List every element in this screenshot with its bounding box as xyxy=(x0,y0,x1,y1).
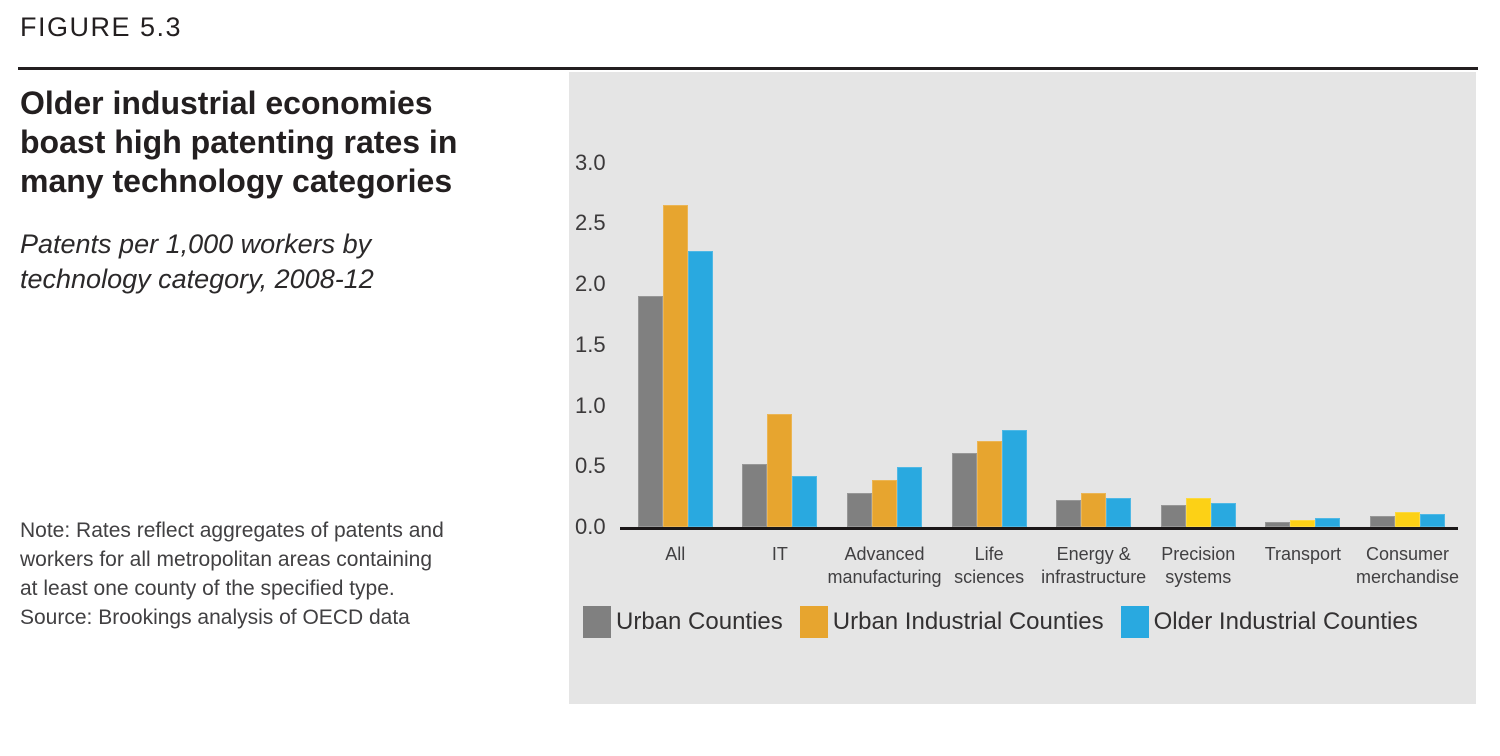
chart-bar xyxy=(742,464,768,527)
chart-bar xyxy=(897,467,922,527)
category-label: Consumer merchandise xyxy=(1355,544,1460,587)
chart-bar xyxy=(1106,498,1132,527)
chart-bar xyxy=(1160,505,1186,527)
chart-bar xyxy=(792,476,818,527)
legend-swatch xyxy=(583,606,611,638)
chart-bar xyxy=(1290,520,1316,527)
y-axis-tick-label: 1.0 xyxy=(575,392,606,418)
chart-bar xyxy=(1210,503,1236,527)
y-axis-tick-label: 2.5 xyxy=(575,210,606,236)
legend-item: Urban Counties xyxy=(583,606,783,638)
figure-note-and-source: Note: Rates reflect aggregates of patent… xyxy=(20,519,444,629)
legend-swatch xyxy=(799,606,828,638)
category-label: Precision systems xyxy=(1161,544,1236,587)
legend-label: Urban Counties xyxy=(616,608,783,635)
category-label: Energy & infrastructure xyxy=(1041,544,1147,587)
chart-bar xyxy=(1420,514,1445,527)
chart-bar xyxy=(687,251,713,527)
y-axis-tick-label: 3.0 xyxy=(575,149,606,175)
legend-item: Older Industrial Counties xyxy=(1120,606,1418,638)
chart-bar xyxy=(1185,498,1211,527)
chart-bar xyxy=(951,453,977,527)
legend-swatch xyxy=(1120,606,1149,638)
category-label: Life sciences xyxy=(954,544,1025,587)
x-axis-line xyxy=(620,527,1458,530)
chart-bar xyxy=(1265,522,1291,527)
category-label: Transport xyxy=(1264,544,1342,564)
category-label: All xyxy=(665,544,686,564)
chart-panel: 0.0 0.5 1.0 1.5 2.0 2.5 3.0 All IT Advanced manu… xyxy=(569,72,1476,704)
legend-item: Urban Industrial Counties xyxy=(799,606,1104,638)
category-label: IT xyxy=(771,544,788,564)
figure-number-label: FIGURE 5.3 xyxy=(20,12,183,42)
chart-bar xyxy=(872,480,897,527)
chart-bar xyxy=(1370,516,1395,527)
divider-rule xyxy=(18,67,1478,70)
y-axis-tick-label: 0.5 xyxy=(575,453,606,479)
chart-bar xyxy=(1395,512,1420,527)
figure-subtitle: Patents per 1,000 workers by technology … xyxy=(20,229,374,294)
chart-bar xyxy=(1056,500,1082,527)
chart-bar xyxy=(637,296,663,527)
y-axis-tick-label: 1.5 xyxy=(575,331,606,357)
chart-bar xyxy=(1081,493,1107,527)
figure-title: Older industrial economies boast high pa… xyxy=(20,85,458,199)
y-axis-tick-label: 2.0 xyxy=(575,271,606,296)
chart-bar xyxy=(662,205,688,527)
category-label: Advanced manufacturing xyxy=(827,544,942,587)
chart-bar xyxy=(1315,518,1341,527)
chart-bar xyxy=(847,493,872,527)
legend-label: Urban Industrial Counties xyxy=(832,608,1104,635)
chart-bar xyxy=(976,441,1002,527)
chart-bar xyxy=(767,414,793,527)
y-axis-tick-label: 0.0 xyxy=(575,514,606,539)
chart-bar xyxy=(1001,430,1027,527)
chart-legend: Urban Counties Urban Industrial Counties O… xyxy=(583,605,1418,639)
legend-label: Older Industrial Counties xyxy=(1153,608,1418,635)
